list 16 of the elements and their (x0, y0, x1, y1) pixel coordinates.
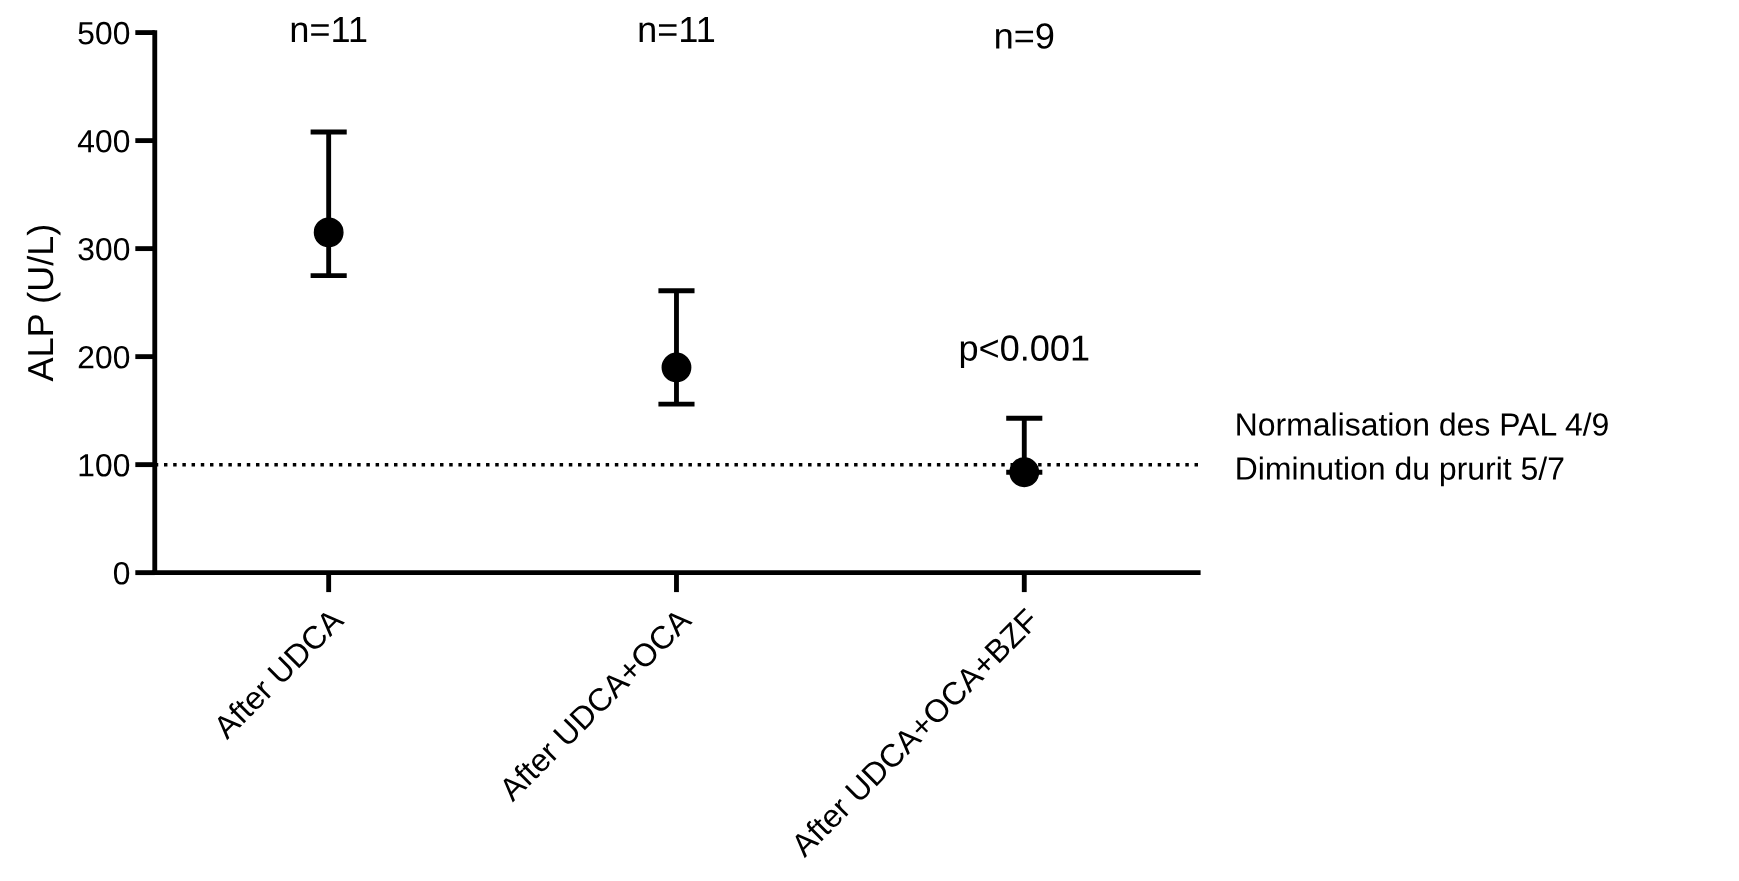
y-tick-label: 100 (79, 453, 130, 477)
point (661, 352, 692, 383)
point (313, 217, 344, 248)
y-tick-label: 0 (113, 561, 130, 585)
y-tick-label: 200 (78, 345, 130, 369)
point (1009, 457, 1040, 488)
annotation: n=9 (996, 23, 1054, 49)
annotation: p<0.001 (960, 335, 1089, 369)
annotation: n=11 (639, 17, 715, 42)
y-tick-label: 400 (77, 129, 130, 153)
text: Normalisation des PAL 4/9 (1237, 412, 1608, 436)
y-tick-label: 500 (78, 21, 130, 45)
annotation: n=11 (291, 17, 367, 42)
y-axis-title: ALP (U/L) (26, 225, 61, 382)
text: Diminution du prurit 5/7 (1237, 456, 1564, 487)
y-tick-label: 300 (78, 237, 130, 261)
